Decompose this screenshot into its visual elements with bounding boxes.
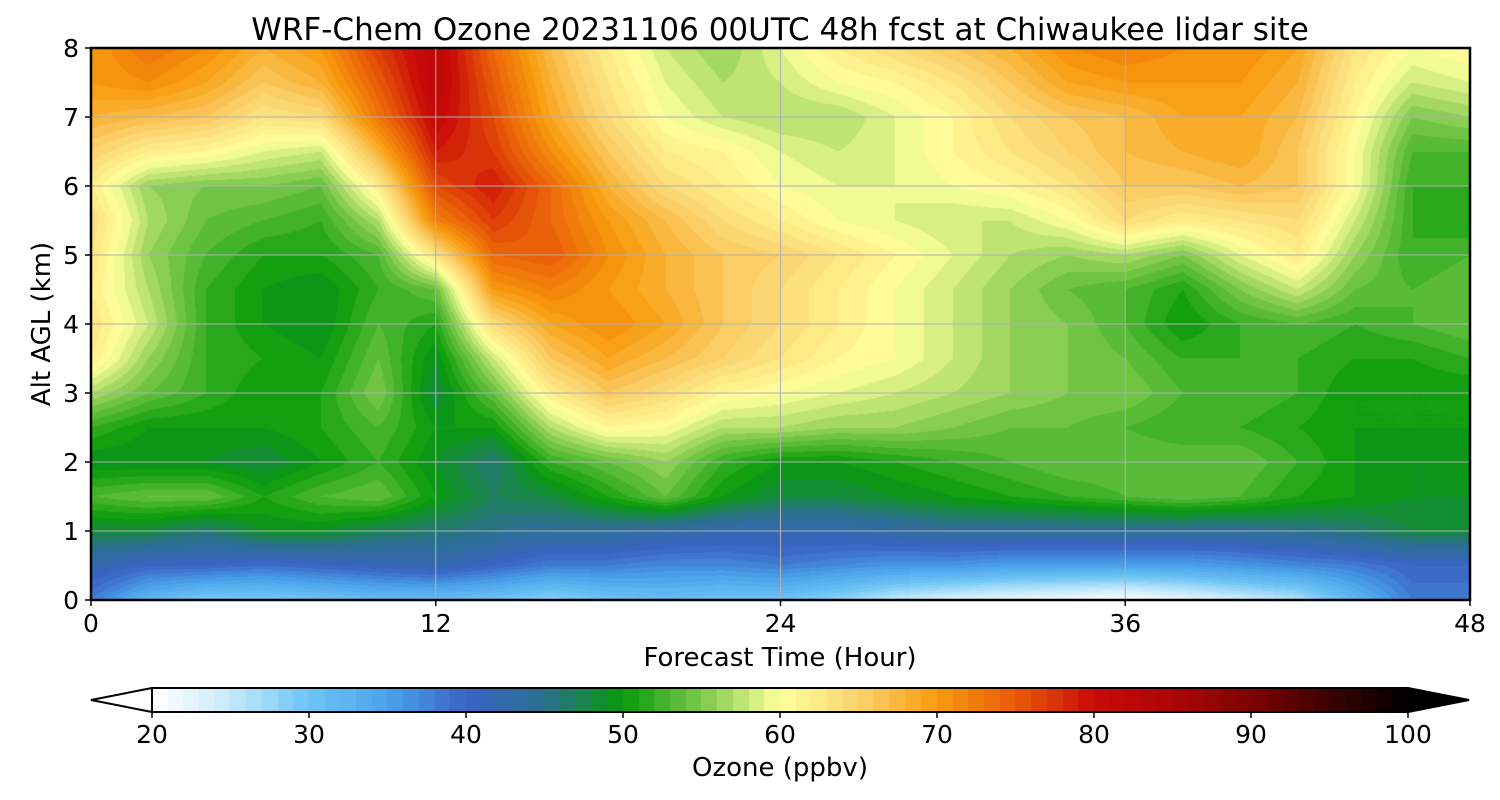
colorbar-extend-high <box>1407 686 1470 714</box>
y-tick-label: 4 <box>63 310 79 339</box>
x-tick-label: 48 <box>1454 609 1486 638</box>
x-axis-ticks: 0 12 24 36 48 <box>83 600 1486 638</box>
y-tick-label: 8 <box>63 34 79 63</box>
colorbar-tick-label: 30 <box>293 720 325 749</box>
colorbar-tick-label: 90 <box>1235 720 1267 749</box>
y-tick-label: 0 <box>63 586 79 615</box>
colorbar-tick-label: 70 <box>921 720 953 749</box>
x-tick-label: 36 <box>1109 609 1141 638</box>
colorbar-tick-label: 50 <box>607 720 639 749</box>
colorbar-tick-label: 100 <box>1384 720 1432 749</box>
x-axis-label: Forecast Time (Hour) <box>643 643 916 673</box>
x-tick-label: 24 <box>765 609 797 638</box>
x-tick-label: 0 <box>83 609 99 638</box>
y-tick-label: 7 <box>63 103 79 132</box>
y-axis-label: Alt AGL (km) <box>27 242 57 406</box>
grid-lines <box>91 48 1470 600</box>
colorbar-tick-label: 60 <box>764 720 796 749</box>
colorbar-gradient <box>152 688 1408 712</box>
x-tick-label: 12 <box>420 609 452 638</box>
chart-title: WRF-Chem Ozone 20231106 00UTC 48h fcst a… <box>251 12 1309 48</box>
colorbar: 20 30 40 50 60 70 80 90 100 <box>90 686 1470 749</box>
colorbar-extend-low <box>90 686 153 714</box>
y-tick-label: 5 <box>63 241 79 270</box>
colorbar-label: Ozone (ppbv) <box>692 753 868 783</box>
colorbar-tick-label: 80 <box>1078 720 1110 749</box>
colorbar-tick-label: 40 <box>450 720 482 749</box>
y-axis-ticks: 0 1 2 3 4 5 6 7 8 <box>63 34 91 615</box>
colorbar-tick-label: 20 <box>136 720 168 749</box>
y-tick-label: 3 <box>63 379 79 408</box>
colorbar-ticks: 20 30 40 50 60 70 80 90 100 <box>136 712 1432 749</box>
y-tick-label: 2 <box>63 448 79 477</box>
y-tick-label: 6 <box>63 172 79 201</box>
y-tick-label: 1 <box>63 517 79 546</box>
